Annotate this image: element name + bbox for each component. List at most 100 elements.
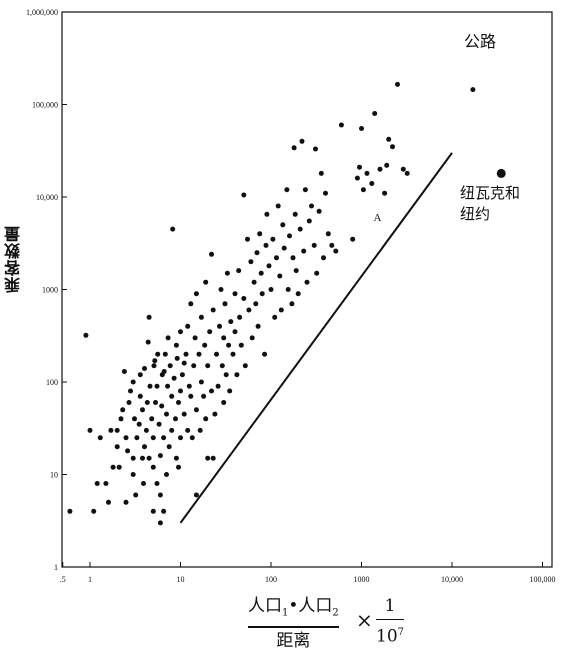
data-point (470, 87, 476, 93)
y-axis-label: 乘客数量 (4, 225, 23, 293)
data-point (321, 255, 326, 261)
data-point (246, 307, 252, 313)
data-point (241, 192, 247, 198)
data-point (120, 407, 126, 413)
data-point (178, 329, 183, 335)
axis-ticks: .5 1 10 100 1000 10,000 100,000110100100010,00… (26, 8, 556, 584)
data-point (209, 251, 214, 257)
data-point (270, 236, 276, 242)
x-label-denominator: 距离 (276, 630, 311, 651)
data-point (253, 301, 259, 307)
data-point (219, 363, 225, 369)
x-label-factor: 1 107 (376, 596, 405, 647)
data-point (306, 218, 312, 224)
data-point (221, 400, 227, 405)
x-tick-label: 10,000 (441, 575, 463, 584)
data-point (150, 435, 156, 441)
data-point (357, 164, 362, 170)
data-point (149, 416, 155, 422)
data-point (198, 379, 204, 385)
data-point (257, 231, 263, 237)
data-point (234, 372, 240, 378)
data-point (390, 144, 395, 150)
y-tick-label: 100 (46, 378, 58, 387)
data-point (290, 255, 296, 261)
x-tick-label: 1 (88, 575, 92, 584)
data-point (165, 335, 171, 341)
data-point (142, 366, 147, 371)
data-point (130, 379, 136, 385)
data-point (228, 319, 234, 325)
data-point (136, 421, 142, 427)
data-point (174, 355, 180, 361)
data-point (130, 455, 136, 461)
data-point (154, 481, 160, 486)
data-point (372, 111, 378, 116)
data-point (293, 268, 299, 274)
data-point (203, 416, 209, 422)
data-point (125, 448, 131, 454)
y-tick-label: 1000 (42, 286, 58, 295)
data-point (287, 233, 292, 239)
data-point (245, 236, 250, 242)
data-point (232, 291, 238, 297)
y-tick-label: 10 (50, 471, 58, 480)
data-point (325, 231, 331, 237)
x-tick-label: .5 (60, 575, 66, 584)
data-point (155, 351, 161, 357)
data-point (223, 372, 229, 378)
data-point (159, 403, 165, 409)
data-point (178, 388, 183, 394)
data-point (297, 226, 303, 232)
data-point (222, 301, 228, 307)
data-point (173, 416, 178, 422)
data-point (171, 375, 177, 381)
data-point (157, 520, 163, 526)
data-point (263, 242, 269, 248)
data-point (404, 170, 410, 176)
data-point (196, 351, 202, 357)
data-point (181, 411, 187, 417)
data-point (150, 508, 156, 514)
data-point (153, 400, 158, 405)
data-point (292, 211, 298, 217)
data-point (251, 279, 257, 285)
data-point (185, 427, 191, 433)
data-point (165, 383, 171, 389)
data-point (254, 250, 260, 256)
data-point (281, 245, 287, 251)
data-point (268, 287, 274, 292)
data-point (167, 363, 173, 369)
data-point (237, 314, 243, 320)
data-point (151, 363, 157, 369)
plot-frame (61, 11, 553, 568)
data-point (193, 492, 199, 498)
data-point (142, 444, 147, 450)
data-point (323, 190, 328, 196)
newark-newyork-point (496, 168, 506, 178)
data-point (277, 273, 283, 279)
data-point (230, 351, 236, 357)
data-point (189, 435, 195, 441)
data-point (232, 329, 238, 335)
data-point (280, 222, 286, 228)
data-point (143, 427, 149, 433)
data-point (126, 400, 132, 405)
highlight-label: 纽瓦克和纽约 (460, 184, 521, 223)
data-point (272, 314, 278, 320)
fraction-bar (248, 626, 339, 628)
x-tick-label: 100,000 (530, 575, 556, 584)
data-point (156, 421, 162, 427)
data-point (309, 203, 314, 209)
data-point (114, 444, 120, 450)
data-point (359, 126, 364, 131)
data-point (395, 81, 400, 87)
data-point (157, 492, 163, 498)
data-point (275, 203, 281, 209)
data-point (221, 335, 227, 341)
data-point (191, 363, 197, 369)
data-point (316, 208, 322, 214)
data-point (140, 407, 145, 413)
data-point (97, 435, 103, 441)
data-point (121, 369, 127, 374)
